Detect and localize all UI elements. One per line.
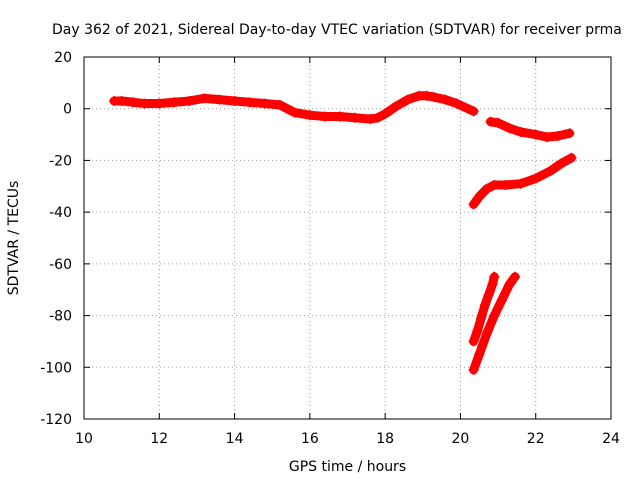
y-tick-label: -120	[40, 412, 72, 428]
data-point	[304, 110, 315, 121]
y-tick-label: -40	[49, 205, 72, 221]
data-point	[515, 178, 526, 189]
y-tick-label: 0	[63, 102, 72, 118]
data-point	[214, 94, 225, 105]
data-point	[468, 364, 479, 375]
data-point	[169, 97, 180, 108]
series-1	[109, 90, 479, 125]
x-tick-label: 14	[226, 431, 244, 447]
data-point	[429, 92, 440, 103]
data-point	[350, 112, 361, 123]
data-point	[545, 165, 556, 176]
x-tick-label: 22	[527, 431, 545, 447]
x-tick-label: 20	[452, 431, 470, 447]
data-point	[489, 271, 500, 282]
data-point	[184, 95, 195, 106]
y-axis-label: SDTVAR / TECUs	[6, 181, 22, 296]
data-point	[474, 349, 485, 360]
data-point	[468, 336, 479, 347]
y-tick-label: -60	[49, 257, 72, 273]
data-point	[380, 108, 391, 119]
data-point	[468, 106, 479, 117]
series-2	[485, 116, 575, 143]
data-point	[479, 300, 490, 311]
data-point	[391, 101, 402, 112]
data-point	[289, 107, 300, 118]
data-point	[481, 328, 492, 339]
data-point	[504, 123, 515, 134]
data-point	[510, 271, 521, 282]
data-point	[474, 191, 485, 202]
data-point	[487, 279, 498, 290]
data-point	[154, 98, 165, 109]
data-point	[530, 129, 541, 140]
data-point	[530, 173, 541, 184]
data-point	[274, 99, 285, 110]
chart-title: Day 362 of 2021, Sidereal Day-to-day VTE…	[52, 22, 622, 38]
series-4	[468, 271, 500, 347]
data-point	[372, 112, 383, 123]
data-point	[127, 97, 138, 108]
data-point	[421, 90, 432, 101]
data-series	[109, 90, 577, 375]
series-5	[468, 271, 521, 375]
data-point	[451, 98, 462, 109]
x-tick-label: 18	[376, 431, 394, 447]
axis-ticks: 10 12 14 16 18 20 22 24 -120 -100 -80 -60 -40 -20 0 20	[40, 50, 620, 447]
data-point	[483, 289, 494, 300]
data-point	[472, 326, 483, 337]
data-point	[462, 103, 473, 114]
data-point	[334, 111, 345, 122]
data-point	[542, 132, 553, 143]
data-point	[553, 130, 564, 141]
data-point	[139, 98, 150, 109]
y-tick-label: -20	[49, 153, 72, 169]
x-axis-label: GPS time / hours	[289, 459, 406, 475]
x-tick-label: 24	[602, 431, 620, 447]
y-tick-label: -80	[49, 309, 72, 325]
data-point	[476, 313, 487, 324]
data-point	[402, 94, 413, 105]
data-point	[319, 111, 330, 122]
data-point	[564, 128, 575, 139]
data-point	[515, 126, 526, 137]
data-point	[468, 199, 479, 210]
y-tick-label: 20	[54, 50, 72, 66]
x-tick-label: 10	[75, 431, 93, 447]
data-point	[493, 117, 504, 128]
data-point	[566, 152, 577, 163]
plot-frame	[83, 56, 612, 420]
x-tick-label: 16	[301, 431, 319, 447]
data-point	[496, 295, 507, 306]
y-tick-label: -100	[40, 360, 72, 376]
data-point	[481, 183, 492, 194]
data-point	[199, 93, 210, 104]
data-point	[259, 98, 270, 109]
data-point	[500, 179, 511, 190]
data-point	[365, 114, 376, 125]
data-point	[489, 310, 500, 321]
data-point	[244, 97, 255, 108]
grid-lines	[84, 57, 611, 419]
x-tick-label: 12	[150, 431, 168, 447]
data-point	[440, 94, 451, 105]
series-band	[469, 153, 576, 209]
data-point	[557, 158, 568, 169]
data-point	[504, 279, 515, 290]
data-point	[489, 179, 500, 190]
series-3	[468, 152, 577, 210]
data-point	[229, 95, 240, 106]
data-point	[116, 95, 127, 106]
data-point	[485, 116, 496, 127]
